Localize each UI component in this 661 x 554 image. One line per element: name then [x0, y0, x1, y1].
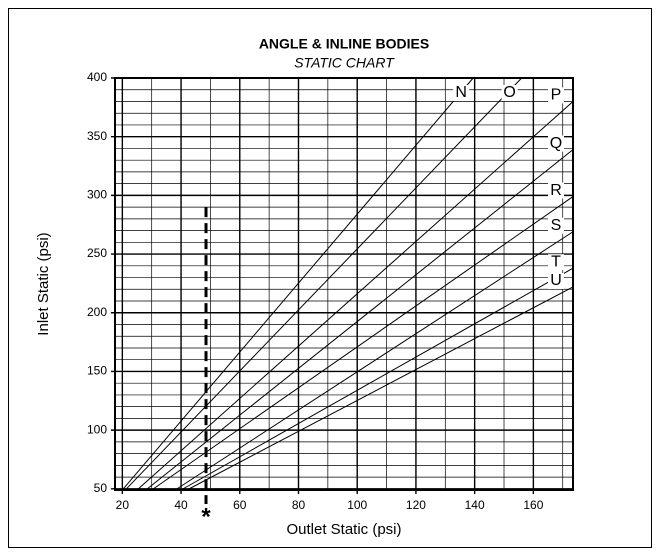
line-label-bg	[548, 135, 564, 152]
y-tick-label: 400	[87, 70, 107, 84]
x-tick-label: 100	[347, 498, 367, 512]
frame	[8, 8, 652, 548]
y-tick-label: 350	[87, 129, 107, 143]
series-line	[124, 77, 522, 491]
line-label-bg	[548, 217, 564, 234]
x-axis-label: Outlet Static (psi)	[286, 521, 401, 538]
x-tick-label: 120	[406, 498, 426, 512]
line-label: O	[503, 84, 515, 101]
y-tick-label: 200	[87, 305, 107, 319]
line-label: S	[551, 217, 562, 234]
plot-border	[114, 77, 574, 491]
y-tick-label: 50	[94, 481, 108, 495]
x-tick-label: 40	[174, 498, 188, 512]
line-label-bg	[548, 182, 564, 199]
series-line	[145, 149, 574, 491]
line-label: R	[550, 182, 562, 199]
y-tick-label: 150	[87, 364, 107, 378]
y-tick-label: 100	[87, 422, 107, 436]
y-tick-label: 300	[87, 188, 107, 202]
chart-title: ANGLE & INLINE BODIES	[259, 36, 429, 52]
line-label: T	[551, 253, 561, 270]
series-line	[180, 267, 574, 491]
line-label-bg	[548, 254, 564, 271]
x-tick-label: 20	[116, 498, 130, 512]
line-label-bg	[501, 85, 518, 101]
series-line	[136, 101, 574, 491]
line-label: Q	[550, 135, 562, 152]
line-label-bg	[453, 85, 470, 101]
line-label: P	[551, 87, 562, 104]
y-tick-label: 250	[87, 246, 107, 260]
series-line	[121, 77, 474, 491]
x-tick-label: 160	[523, 498, 543, 512]
x-tick-label: 140	[465, 498, 485, 512]
chart-subtitle: STATIC CHART	[294, 55, 395, 71]
line-label-bg	[548, 272, 564, 289]
line-label: U	[550, 272, 562, 289]
x-tick-label: 80	[292, 498, 306, 512]
reference-marker: *	[201, 503, 211, 530]
series-line	[174, 231, 574, 491]
series-line	[186, 286, 574, 491]
line-label-bg	[548, 87, 564, 104]
line-label: N	[455, 84, 467, 101]
series-line	[151, 196, 574, 491]
x-tick-label: 60	[233, 498, 247, 512]
y-axis-label: Inlet Static (psi)	[35, 232, 52, 335]
